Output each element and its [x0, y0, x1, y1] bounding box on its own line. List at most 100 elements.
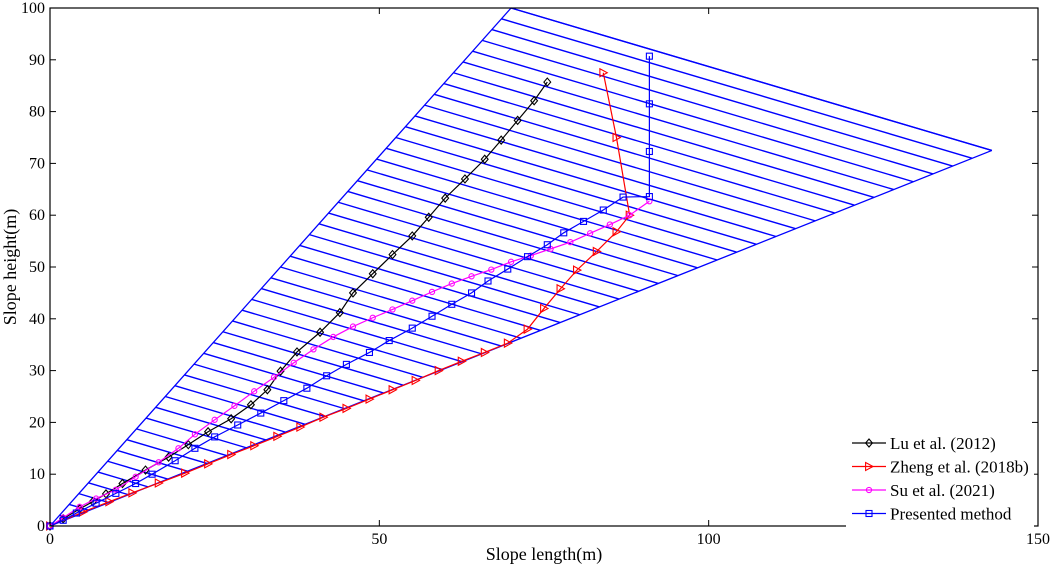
series-point — [488, 266, 495, 273]
series-point — [543, 77, 552, 87]
slope-hatch-line — [462, 61, 894, 191]
series-point — [408, 324, 416, 332]
series-0 — [45, 77, 552, 531]
series-line — [49, 81, 548, 527]
series-point — [132, 473, 139, 480]
series-point — [105, 496, 115, 507]
series-point — [543, 241, 551, 249]
series-point — [599, 206, 607, 214]
series-point — [645, 52, 653, 60]
slope-hatch-line — [347, 190, 659, 285]
series-point — [625, 210, 635, 221]
series-1 — [46, 67, 635, 531]
slope-hatch-line — [309, 233, 581, 316]
y-tick-label: 100 — [21, 0, 45, 17]
series-point — [411, 375, 421, 386]
series-point — [369, 314, 376, 321]
series-point — [480, 347, 490, 358]
series-point — [385, 337, 393, 345]
slope-hatch-line — [203, 352, 365, 402]
series-point — [428, 288, 436, 296]
series-point — [273, 431, 283, 442]
series-point — [270, 374, 278, 381]
series-lines — [45, 52, 653, 531]
series-point — [592, 246, 602, 257]
slope-hatch-line — [424, 104, 816, 222]
x-tick-label: 50 — [371, 531, 387, 548]
series-point — [155, 459, 162, 466]
series-point — [408, 231, 417, 241]
slope-hatch-line — [453, 72, 875, 199]
y-tick-label: 70 — [29, 155, 45, 172]
series-point — [388, 249, 397, 260]
legend-label: Lu et al. (2012) — [890, 434, 996, 453]
series-point — [626, 212, 633, 219]
series-point — [448, 280, 455, 287]
legend: Lu et al. (2012) Zheng et al. (2018b) Su e… — [846, 430, 1034, 530]
legend-label: Presented method — [890, 505, 1012, 524]
slope-hatch-line — [280, 266, 522, 339]
series-point — [227, 413, 236, 424]
series-point — [503, 338, 513, 349]
slope-hatch-line — [366, 169, 698, 269]
series-point — [234, 421, 242, 429]
series-point — [645, 100, 653, 108]
slope-hatch-line — [414, 115, 796, 230]
series-2 — [46, 198, 653, 530]
series-point — [227, 449, 237, 460]
series-point — [645, 147, 653, 156]
slope-hatch-line — [318, 223, 600, 308]
series-3 — [46, 52, 653, 530]
series-point — [181, 468, 191, 479]
series-point — [424, 212, 433, 223]
slope-hatch-line — [337, 201, 639, 292]
series-point — [612, 226, 622, 237]
legend-marker — [865, 509, 873, 518]
series-point — [513, 115, 522, 126]
slope-hatch-line — [155, 406, 267, 441]
slope-hatch-line — [222, 331, 404, 386]
y-tick-label: 10 — [29, 466, 45, 483]
slope-hatch-line — [434, 93, 836, 214]
series-point — [276, 366, 285, 376]
series-point — [646, 198, 653, 205]
slope-hatch-line — [184, 374, 325, 418]
series-point — [579, 217, 588, 225]
x-tick-label: 0 — [46, 531, 54, 548]
series-point — [612, 132, 622, 143]
legend-marker — [865, 461, 875, 472]
slope-hatch-line — [385, 147, 737, 253]
series-point — [468, 273, 475, 280]
series-point — [59, 516, 67, 524]
x-tick-label: 100 — [697, 531, 721, 548]
series-point — [250, 440, 260, 451]
legend-marker — [865, 486, 873, 494]
series-point — [457, 356, 467, 367]
slope-outline — [49, 7, 993, 527]
series-point — [203, 426, 213, 437]
slope-hatch-line — [232, 320, 424, 379]
slope-hatch-line — [395, 136, 757, 246]
series-point — [211, 416, 218, 423]
series-point — [251, 388, 258, 395]
slope-hatch-line — [328, 212, 620, 300]
series-point — [191, 444, 199, 452]
slope-hatch-line — [136, 428, 227, 457]
series-point — [348, 288, 358, 298]
series-point — [441, 193, 450, 203]
slope-hatch-line — [88, 482, 129, 496]
series-point — [507, 258, 515, 265]
series-point — [184, 439, 193, 450]
series-point — [72, 509, 80, 517]
series-point — [480, 154, 489, 165]
series-point — [290, 359, 297, 366]
series-point — [409, 297, 416, 304]
series-point — [365, 394, 375, 405]
series-point — [484, 277, 492, 285]
y-tick-label: 50 — [29, 259, 45, 276]
series-point — [428, 312, 436, 320]
series-point — [567, 238, 574, 246]
series-point — [335, 307, 344, 318]
series-point — [280, 397, 288, 405]
